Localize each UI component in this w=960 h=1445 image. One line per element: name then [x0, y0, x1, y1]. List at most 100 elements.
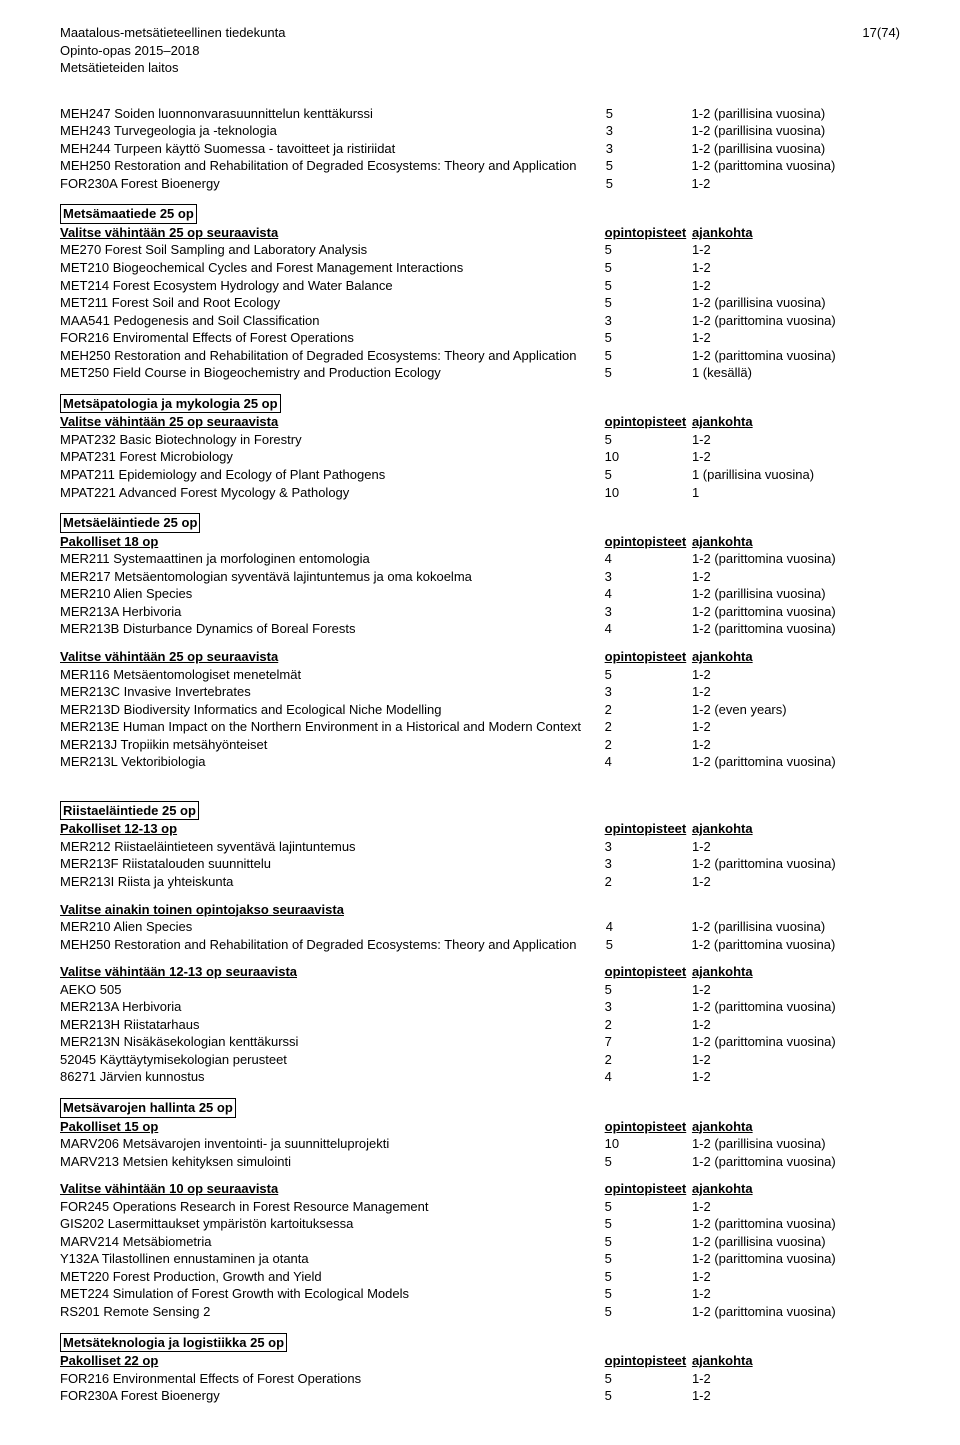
column-head-timing: ajankohta: [692, 649, 753, 664]
group-heading: Valitse vähintään 25 op seuraavista: [60, 649, 278, 664]
table-row: MARV213 Metsien kehityksen simulointi51-…: [60, 1153, 900, 1171]
course-points: 4: [605, 1068, 692, 1086]
table-row: MARV214 Metsäbiometria51-2 (parillisina …: [60, 1233, 900, 1251]
group-heading: Pakolliset 15 op: [60, 1119, 158, 1134]
course-timing: 1-2: [692, 873, 900, 891]
table-row: MPAT211 Epidemiology and Ecology of Plan…: [60, 466, 900, 484]
column-head-timing: ajankohta: [692, 1181, 753, 1196]
course-timing: 1-2 (parittomina vuosina): [692, 1303, 900, 1321]
table-row: 52045 Käyttäytymisekologian perusteet21-…: [60, 1051, 900, 1069]
table-row: MER213I Riista ja yhteiskunta21-2: [60, 873, 900, 891]
course-timing: 1-2 (parittomina vuosina): [692, 550, 900, 568]
course-points: 10: [605, 448, 692, 466]
table-row: MER213C Invasive Invertebrates31-2: [60, 683, 900, 701]
course-name: MEH247 Soiden luonnonvarasuunnittelun ke…: [60, 105, 606, 123]
course-points: 5: [605, 1387, 692, 1405]
course-name: MARV213 Metsien kehityksen simulointi: [60, 1153, 605, 1171]
course-name: FOR245 Operations Research in Forest Res…: [60, 1198, 605, 1216]
section-heading: Metsäteknologia ja logistiikka 25 op: [60, 1333, 287, 1353]
table-row: MEH247 Soiden luonnonvarasuunnittelun ke…: [60, 105, 900, 123]
column-head-points: opintopisteet: [605, 225, 687, 240]
course-name: MEH250 Restoration and Rehabilitation of…: [60, 157, 606, 175]
course-timing: 1-2 (parillisina vuosina): [692, 1135, 900, 1153]
course-name: MET210 Biogeochemical Cycles and Forest …: [60, 259, 605, 277]
course-name: 52045 Käyttäytymisekologian perusteet: [60, 1051, 605, 1069]
table-row: FOR216 Environmental Effects of Forest O…: [60, 1370, 900, 1388]
table-row: FOR230A Forest Bioenergy51-2: [60, 1387, 900, 1405]
course-timing: 1-2 (parittomina vuosina): [692, 157, 900, 175]
course-timing: 1-2: [692, 277, 900, 295]
course-name: MPAT232 Basic Biotechnology in Forestry: [60, 431, 605, 449]
table-row: MET210 Biogeochemical Cycles and Forest …: [60, 259, 900, 277]
course-timing: 1-2 (parittomina vuosina): [692, 855, 900, 873]
course-name: MER213D Biodiversity Informatics and Eco…: [60, 701, 605, 719]
table-row: MEH250 Restoration and Rehabilitation of…: [60, 157, 900, 175]
course-points: 5: [605, 1233, 692, 1251]
page: Maatalous-metsätieteellinen tiedekunta O…: [0, 0, 960, 1445]
course-timing: 1-2: [692, 1016, 900, 1034]
table-row: ME270 Forest Soil Sampling and Laborator…: [60, 241, 900, 259]
course-timing: 1-2 (parittomina vuosina): [692, 603, 900, 621]
table-row: MER211 Systemaattinen ja morfologinen en…: [60, 550, 900, 568]
course-points: 4: [605, 550, 692, 568]
course-name: MEH250 Restoration and Rehabilitation of…: [60, 347, 605, 365]
course-timing: 1-2: [692, 1051, 900, 1069]
course-timing: 1-2 (parittomina vuosina): [692, 1215, 900, 1233]
course-timing: 1-2 (parittomina vuosina): [692, 312, 900, 330]
header-guide: Opinto-opas 2015–2018: [60, 42, 285, 60]
course-points: 3: [605, 998, 692, 1016]
column-head-timing: ajankohta: [692, 1353, 753, 1368]
column-head-timing: ajankohta: [692, 821, 753, 836]
course-points: 5: [605, 277, 692, 295]
course-timing: 1-2: [692, 568, 900, 586]
course-points: 5: [606, 105, 692, 123]
sections-container: Metsämaatiede 25 opValitse vähintään 25 …: [60, 192, 900, 1404]
course-timing: 1 (kesällä): [692, 364, 900, 382]
course-timing: 1-2 (parittomina vuosina): [692, 620, 900, 638]
table-row: MER213A Herbivoria31-2 (parittomina vuos…: [60, 603, 900, 621]
course-name: FOR230A Forest Bioenergy: [60, 175, 606, 193]
course-points: 5: [605, 666, 692, 684]
course-points: 3: [605, 838, 692, 856]
table-row: RS201 Remote Sensing 251-2 (parittomina …: [60, 1303, 900, 1321]
course-timing: 1-2: [692, 683, 900, 701]
course-points: 3: [605, 603, 692, 621]
course-points: 2: [605, 1016, 692, 1034]
course-timing: 1-2 (parittomina vuosina): [692, 347, 900, 365]
course-name: MER217 Metsäentomologian syventävä lajin…: [60, 568, 605, 586]
course-timing: 1-2: [692, 259, 900, 277]
course-points: 5: [606, 175, 692, 193]
course-timing: 1-2: [692, 1285, 900, 1303]
course-points: 3: [605, 855, 692, 873]
group-heading: Valitse vähintään 10 op seuraavista: [60, 1181, 278, 1196]
table-row: MEH243 Turvegeologia ja -teknologia31-2 …: [60, 122, 900, 140]
course-points: 5: [605, 1285, 692, 1303]
table-row: MER213E Human Impact on the Northern Env…: [60, 718, 900, 736]
course-timing: 1-2: [692, 241, 900, 259]
column-head-timing: ajankohta: [692, 964, 753, 979]
course-name: MER213C Invasive Invertebrates: [60, 683, 605, 701]
column-head-points: opintopisteet: [605, 964, 687, 979]
header-pagenum: 17(74): [862, 24, 900, 77]
table-row: MER213L Vektoribiologia41-2 (parittomina…: [60, 753, 900, 771]
course-name: MER213J Tropiikin metsähyönteiset: [60, 736, 605, 754]
course-timing: 1-2: [692, 718, 900, 736]
course-points: 5: [605, 1198, 692, 1216]
header-department: Metsätieteiden laitos: [60, 59, 285, 77]
course-timing: 1-2 (parillisina vuosina): [692, 105, 900, 123]
group-heading-row: Pakolliset 12-13 opopintopisteetajankoht…: [60, 820, 900, 838]
course-timing: 1-2 (parillisina vuosina): [692, 1233, 900, 1251]
table-row: FOR230A Forest Bioenergy51-2: [60, 175, 900, 193]
course-timing: 1-2 (parittomina vuosina): [692, 936, 900, 954]
intro-course-table: MEH247 Soiden luonnonvarasuunnittelun ke…: [60, 105, 900, 193]
column-head-points: opintopisteet: [605, 821, 687, 836]
course-name: MER213N Nisäkäsekologian kenttäkurssi: [60, 1033, 605, 1051]
course-points: 5: [605, 364, 692, 382]
table-row: MER213J Tropiikin metsähyönteiset21-2: [60, 736, 900, 754]
course-timing: 1-2: [692, 1387, 900, 1405]
section-heading: Riistaeläintiede 25 op: [60, 801, 199, 821]
course-table: Valitse ainakin toinen opintojakso seura…: [60, 901, 900, 954]
course-name: MPAT221 Advanced Forest Mycology & Patho…: [60, 484, 605, 502]
course-points: 10: [605, 484, 692, 502]
course-points: 2: [605, 873, 692, 891]
